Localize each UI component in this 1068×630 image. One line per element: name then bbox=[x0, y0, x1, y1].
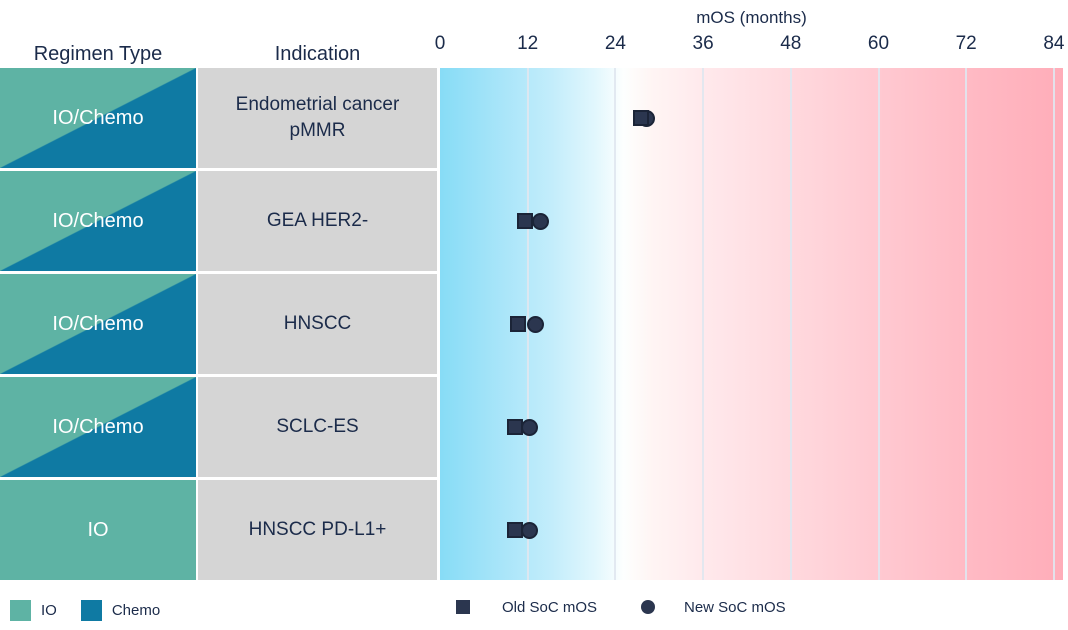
x-axis-tick-label: 72 bbox=[955, 33, 977, 54]
old-soc-marker bbox=[510, 316, 527, 332]
new-soc-marker bbox=[526, 315, 544, 333]
new-soc-circle-icon bbox=[641, 600, 655, 614]
io-legend-label: IO bbox=[41, 601, 57, 619]
regimen-label: IO/Chemo bbox=[52, 209, 144, 232]
regimen-cell: IO bbox=[0, 480, 196, 580]
old-soc-legend-label: Old SoC mOS bbox=[502, 599, 598, 616]
x-axis-tick-label: 36 bbox=[692, 33, 714, 54]
gridline bbox=[789, 68, 792, 580]
gridline bbox=[614, 68, 617, 580]
x-axis-tick-label: 12 bbox=[517, 33, 539, 54]
x-axis-tick-label: 24 bbox=[604, 33, 626, 54]
indication-header: Indication bbox=[274, 43, 361, 65]
gridline bbox=[965, 68, 968, 580]
x-axis-tick-label: 84 bbox=[1043, 33, 1065, 54]
gridline bbox=[702, 68, 705, 580]
new-soc-legend-label: New SoC mOS bbox=[684, 599, 786, 616]
indication-cell: HNSCC PD-L1+ bbox=[198, 480, 437, 580]
regimen-legend: IO Chemo bbox=[10, 599, 160, 621]
regimen-label: IO/Chemo bbox=[52, 415, 144, 438]
indication-cell: GEA HER2- bbox=[198, 171, 437, 271]
chemo-color-swatch bbox=[80, 599, 102, 621]
gridline bbox=[1052, 68, 1055, 580]
regimen-cell: IO/Chemo bbox=[0, 68, 196, 168]
x-axis-tick-label: 48 bbox=[780, 33, 802, 54]
new-soc-marker bbox=[532, 212, 550, 230]
indication-label: SCLC-ES bbox=[276, 416, 359, 438]
indication-cell: SCLC-ES bbox=[198, 377, 437, 477]
chart-plot-area bbox=[440, 68, 1063, 580]
regimen-cell: IO/Chemo bbox=[0, 171, 196, 271]
regimen-type-header: Regimen Type bbox=[33, 43, 163, 65]
gridline bbox=[877, 68, 880, 580]
indication-label: GEA HER2- bbox=[266, 210, 369, 232]
indication-label: Endometrial cancer pMMR bbox=[235, 94, 400, 141]
old-soc-marker bbox=[632, 110, 649, 126]
indication-cell: Endometrial cancer pMMR bbox=[198, 68, 437, 168]
old-soc-marker bbox=[516, 213, 533, 229]
regimen-cell: IO/Chemo bbox=[0, 377, 196, 477]
regimen-label: IO bbox=[87, 518, 109, 541]
regimen-cell: IO/Chemo bbox=[0, 274, 196, 374]
x-axis-tick-label: 60 bbox=[867, 33, 890, 54]
regimen-label: IO/Chemo bbox=[52, 312, 144, 335]
old-soc-square-icon bbox=[456, 600, 470, 614]
indication-cell: HNSCC bbox=[198, 274, 437, 374]
indication-label: HNSCC bbox=[283, 313, 352, 335]
new-soc-marker bbox=[521, 521, 539, 539]
regimen-label: IO/Chemo bbox=[52, 106, 144, 129]
indication-label: HNSCC PD-L1+ bbox=[248, 519, 387, 541]
chemo-legend-label: Chemo bbox=[111, 601, 161, 619]
x-axis-tick-label: 0 bbox=[434, 33, 446, 54]
x-axis-title: mOS (months) bbox=[696, 8, 807, 27]
new-soc-marker bbox=[521, 418, 539, 436]
io-color-swatch bbox=[10, 599, 31, 621]
